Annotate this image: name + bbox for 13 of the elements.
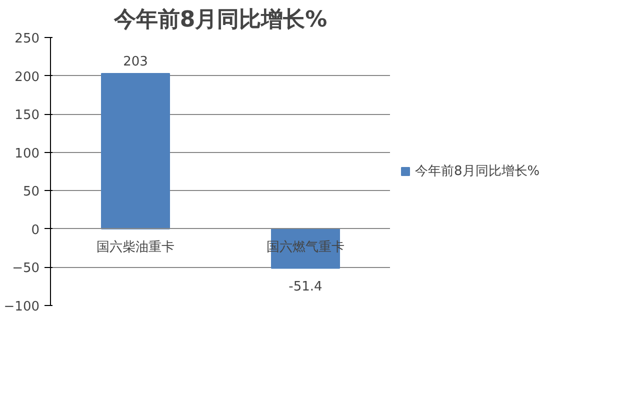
y-tick-label: 50 (22, 184, 40, 200)
x-tick-label: 国六柴油重卡 (96, 240, 174, 255)
y-tick-label: −100 (4, 300, 40, 314)
y-tick-label: 150 (14, 108, 40, 124)
y-tick-label: 100 (14, 146, 40, 162)
data-label: -51.4 (288, 279, 322, 294)
y-tick-label: 250 (14, 32, 40, 46)
y-tick-label: 200 (14, 70, 40, 85)
data-label: 203 (123, 54, 148, 70)
legend-label: 今年前8月同比增长% (415, 163, 540, 180)
y-tick-label: −50 (12, 261, 40, 276)
chart-title: 今年前8月同比增长% (112, 8, 328, 32)
y-tick-label: 0 (31, 222, 40, 238)
